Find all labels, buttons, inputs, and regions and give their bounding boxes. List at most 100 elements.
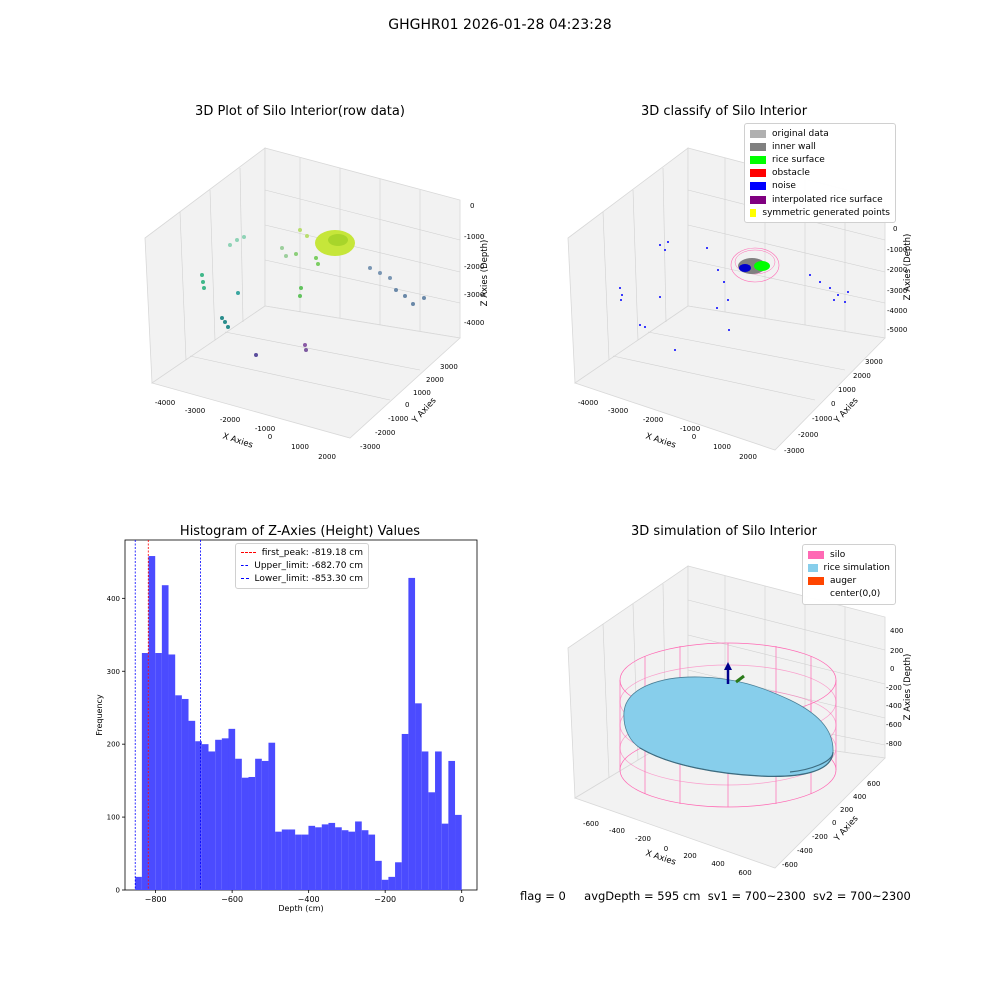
legend-label: obstacle: [772, 168, 810, 179]
classify-y-tick: 1000: [838, 386, 856, 394]
legend-item-rice-surface: rice surface: [750, 153, 890, 166]
histogram-bar: [348, 831, 356, 890]
histogram-x-ticks: −800 −600 −400 −200 0: [145, 890, 464, 904]
raw-x-tick: -3000: [185, 407, 205, 415]
histogram-bar: [221, 738, 229, 890]
legend-item-original-data: original data: [750, 127, 890, 140]
simulation-x-tick: 600: [738, 869, 751, 877]
legend-swatch: [750, 208, 757, 217]
legend-item-lower-limit: Lower_limit: -853.30 cm: [241, 572, 363, 585]
raw-3d-scatter: -4000 -3000 -2000 -1000 0 1000 2000 X Ax…: [144, 147, 490, 461]
simulation-y-tick: -200: [812, 833, 828, 841]
legend-swatch: [750, 195, 766, 204]
raw-x-tick: -4000: [155, 399, 175, 407]
raw-y-tick: 3000: [440, 363, 458, 371]
histogram-bar: [188, 720, 196, 890]
classify-z-tick: -1000: [887, 246, 907, 254]
legend-label: center(0,0): [830, 589, 881, 600]
raw-points: [200, 228, 426, 357]
simulation-y-tick: -600: [782, 861, 798, 869]
legend-swatch: [750, 182, 766, 191]
histogram-x-tick-label: −200: [374, 895, 396, 904]
raw-x-label: X Axies: [221, 431, 254, 450]
histogram-bar: [355, 821, 362, 890]
classify-x-tick: -2000: [643, 416, 663, 424]
raw-x-tick: 1000: [291, 443, 309, 451]
legend-item-auger: auger: [808, 574, 890, 587]
histogram-y-ticks: 0 100 200 300 400: [107, 595, 125, 895]
classify-floor-pane: [574, 305, 886, 451]
status-footer: flag = 0 avgDepth = 595 cm sv1 = 700~230…: [520, 889, 911, 903]
legend-swatch: [750, 129, 766, 138]
raw-plot-title: 3D Plot of Silo Interior(row data): [195, 104, 405, 119]
simulation-z-tick: 200: [890, 647, 903, 655]
histogram-y-tick-label: 100: [107, 814, 120, 822]
legend-label: noise: [772, 181, 796, 192]
simulation-z-label: Z Axies (Depth): [903, 654, 913, 721]
raw-x-tick: -1000: [255, 425, 275, 433]
legend-label: inner wall: [772, 141, 816, 152]
classify-y-tick: 2000: [853, 372, 871, 380]
histogram-bar: [435, 751, 442, 890]
histogram-bar: [148, 556, 156, 890]
legend-item-rice-simulation: rice simulation: [808, 561, 890, 574]
legend-label: Lower_limit: -853.30 cm: [254, 573, 363, 584]
classify-z-tick: -3000: [887, 287, 907, 295]
raw-z-tick: 0: [470, 202, 474, 210]
histogram-chart: −800 −600 −400 −200 0 0 100 200 300 400 Depth (c…: [95, 539, 478, 913]
flag-text: flag = 0: [520, 889, 566, 903]
simulation-y-tick: 400: [853, 793, 866, 801]
classify-z-ticks: 0 -1000 -2000 -3000 -4000 -5000: [887, 225, 907, 334]
raw-y-tick: 2000: [426, 376, 444, 384]
simulation-3d-plot: -600 -400 -200 0 200 400 600 X Axies 600…: [567, 565, 913, 877]
histogram-bar: [195, 741, 202, 890]
histogram-bar: [308, 825, 316, 890]
histogram-y-label: Frequency: [95, 694, 104, 736]
histogram-bar: [168, 654, 176, 890]
classify-legend: original data inner wall rice surface ob…: [744, 123, 896, 224]
simulation-z-tick: -200: [886, 684, 902, 692]
histogram-bar: [228, 728, 236, 890]
raw-z-tick: -4000: [464, 319, 484, 327]
histogram-bar: [375, 860, 382, 890]
figure-title: GHGHR01 2026-01-28 04:23:28: [388, 17, 612, 33]
legend-item-obstacle: obstacle: [750, 167, 890, 180]
histogram-bar: [261, 760, 269, 890]
classify-x-label: X Axies: [644, 431, 677, 450]
sv2-text: sv2 = 700~2300: [812, 889, 911, 903]
classify-x-tick: -4000: [578, 399, 598, 407]
simulation-y-tick: 200: [840, 806, 853, 814]
legend-label: interpolated rice surface: [772, 194, 883, 205]
legend-label: rice simulation: [823, 562, 890, 573]
raw-x-tick: 2000: [318, 453, 336, 461]
classify-y-label: Y Axies: [832, 395, 861, 426]
raw-z-tick: -3000: [464, 291, 484, 299]
histogram-bar: [401, 733, 409, 890]
raw-y-ticks: 3000 2000 1000 0 -1000 -2000 -3000: [360, 363, 458, 451]
histogram-bar: [181, 698, 189, 890]
classify-y-ticks: 3000 2000 1000 0 -1000 -2000 -3000: [784, 358, 883, 455]
simulation-auger-arm: [735, 674, 745, 684]
histogram-x-tick-label: −800: [145, 895, 167, 904]
raw-z-tick: -1000: [464, 233, 484, 241]
histogram-bar: [135, 876, 142, 890]
classify-z-tick: -5000: [887, 326, 907, 334]
legend-item-silo: silo: [808, 548, 890, 561]
simulation-x-tick: 400: [711, 860, 724, 868]
legend-label: Upper_limit: -682.70 cm: [254, 560, 363, 571]
legend-swatch: [750, 155, 766, 164]
legend-swatch: [808, 576, 824, 585]
raw-y-tick: -2000: [375, 429, 395, 437]
avg-depth-text: avgDepth = 595 cm: [584, 889, 701, 903]
raw-floor-pane: [151, 305, 461, 439]
legend-swatch: [750, 169, 766, 178]
legend-swatch: [808, 590, 824, 599]
histogram-bar: [368, 834, 376, 890]
simulation-y-tick: -400: [797, 847, 813, 855]
histogram-bar: [268, 742, 276, 890]
histogram-bar: [321, 824, 329, 890]
classify-x-tick: -1000: [680, 425, 700, 433]
classify-3d-scatter: -4000 -3000 -2000 -1000 0 1000 2000 X Ax…: [567, 147, 913, 461]
classify-noise-cluster: [739, 264, 751, 272]
histogram-bar: [155, 653, 162, 890]
